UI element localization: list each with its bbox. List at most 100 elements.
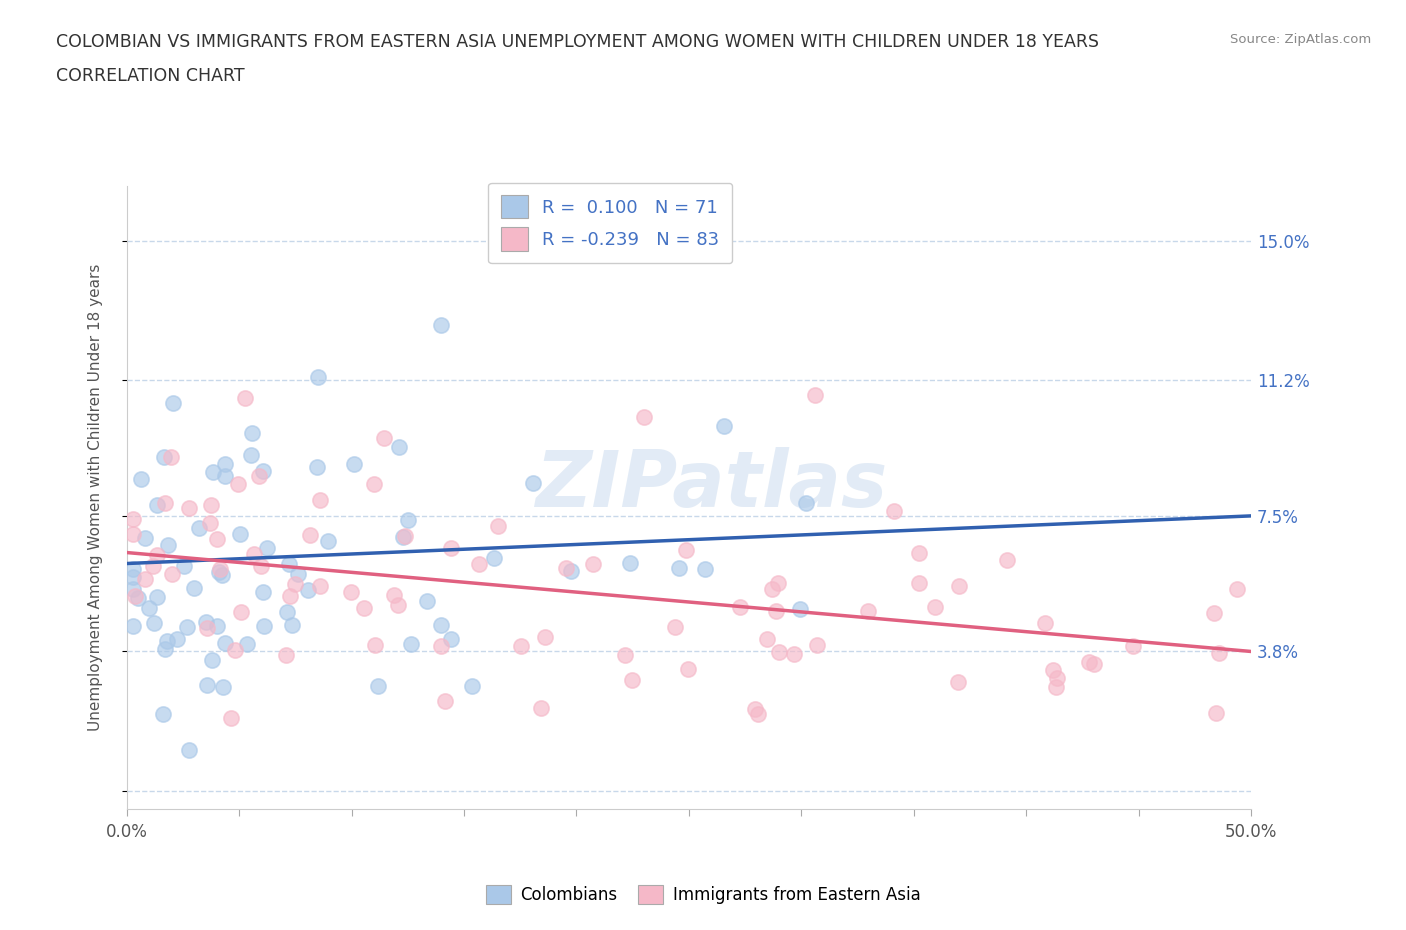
Point [157, 538, 180, 552]
Point [768, 645, 790, 660]
Point [134, 572, 156, 587]
Point [142, 616, 165, 631]
Point [207, 618, 229, 633]
Point [509, 245, 531, 259]
Point [534, 630, 557, 644]
Point [765, 604, 787, 618]
Point [1083, 657, 1105, 671]
Point [343, 457, 366, 472]
Point [924, 599, 946, 614]
Point [946, 674, 969, 689]
Point [160, 449, 183, 464]
Point [229, 526, 252, 541]
Point [122, 570, 145, 585]
Point [155, 642, 177, 657]
Point [201, 653, 224, 668]
Point [276, 604, 298, 619]
Point [200, 498, 222, 512]
Text: CORRELATION CHART: CORRELATION CHART [56, 67, 245, 85]
Point [134, 531, 156, 546]
Point [1226, 581, 1249, 596]
Point [1208, 645, 1230, 660]
Point [484, 551, 506, 565]
Point [394, 529, 416, 544]
Point [633, 409, 655, 424]
Point [122, 527, 145, 542]
Point [146, 548, 169, 563]
Point [122, 581, 145, 596]
Point [907, 576, 929, 591]
Point [214, 636, 236, 651]
Point [145, 590, 167, 604]
Point [195, 677, 218, 692]
Point [794, 496, 817, 511]
Point [582, 557, 605, 572]
Point [340, 585, 363, 600]
Point [510, 639, 533, 654]
Point [211, 567, 233, 582]
Point [948, 579, 970, 594]
Point [252, 463, 274, 478]
Point [1205, 706, 1227, 721]
Point [430, 639, 453, 654]
Point [160, 567, 183, 582]
Point [1033, 616, 1056, 631]
Point [440, 632, 463, 647]
Point [200, 515, 222, 530]
Point [1045, 680, 1067, 695]
Point [392, 529, 415, 544]
Point [287, 566, 309, 581]
Point [675, 542, 697, 557]
Point [668, 561, 690, 576]
Point [153, 449, 176, 464]
Point [201, 464, 224, 479]
Point [468, 557, 491, 572]
Point [761, 581, 783, 596]
Point [233, 390, 256, 405]
Point [176, 620, 198, 635]
Point [364, 637, 387, 652]
Point [231, 604, 253, 619]
Point [205, 531, 228, 546]
Point [367, 679, 389, 694]
Point [224, 643, 246, 658]
Point [416, 594, 439, 609]
Point [122, 618, 145, 633]
Point [183, 581, 205, 596]
Point [156, 633, 179, 648]
Point [620, 672, 643, 687]
Point [129, 472, 152, 486]
Point [138, 601, 160, 616]
Point [142, 559, 165, 574]
Point [228, 476, 250, 491]
Point [755, 631, 778, 646]
Point [1204, 605, 1226, 620]
Point [146, 498, 169, 512]
Point [486, 519, 509, 534]
Point [695, 562, 717, 577]
Point [247, 469, 270, 484]
Point [440, 541, 463, 556]
Point [747, 707, 769, 722]
Point [804, 388, 827, 403]
Point [276, 648, 298, 663]
Point [153, 496, 176, 511]
Text: ZIPatlas: ZIPatlas [536, 447, 887, 523]
Point [236, 636, 259, 651]
Point [195, 620, 218, 635]
Point [883, 504, 905, 519]
Point [1122, 639, 1144, 654]
Point [399, 637, 422, 652]
Point [613, 647, 636, 662]
Point [396, 512, 419, 527]
Point [1042, 662, 1064, 677]
Point [430, 318, 453, 333]
Text: Source: ZipAtlas.com: Source: ZipAtlas.com [1230, 33, 1371, 46]
Point [162, 395, 184, 410]
Point [256, 540, 278, 555]
Point [253, 618, 276, 633]
Point [177, 501, 200, 516]
Point [173, 558, 195, 573]
Point [305, 459, 328, 474]
Point [297, 583, 319, 598]
